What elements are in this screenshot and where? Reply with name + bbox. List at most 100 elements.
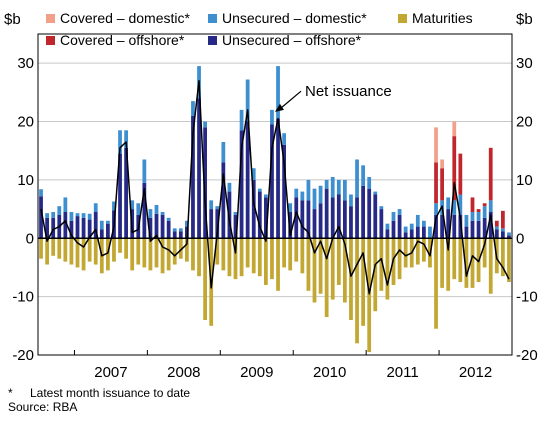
y-tick-label-left: 10 — [17, 172, 34, 189]
bar-uns-off — [264, 197, 268, 239]
bar-uns-off — [154, 213, 159, 239]
bar-uns-off — [501, 231, 505, 239]
bar-cov-off — [458, 153, 463, 195]
legend-label-uns-dom: Unsecured – domestic* — [222, 10, 367, 26]
bar-maturities — [270, 238, 274, 280]
footnote-star: * — [8, 386, 13, 400]
bar-maturities — [507, 238, 511, 283]
bar-uns-off — [99, 229, 104, 239]
bar-uns-off — [251, 179, 256, 239]
y-tick-label-right: 20 — [516, 114, 533, 131]
bar-maturities — [488, 238, 493, 294]
bar-uns-dom — [172, 228, 177, 232]
bar-uns-off — [215, 209, 220, 239]
bar-maturities — [203, 238, 207, 320]
bar-cov-dom — [434, 127, 438, 163]
bar-uns-off — [172, 231, 177, 239]
bar-cov-off — [452, 136, 457, 201]
bar-uns-dom — [343, 179, 347, 201]
bar-uns-off — [397, 214, 402, 239]
bar-uns-dom — [476, 212, 481, 221]
bar-uns-dom — [57, 206, 62, 215]
y-tick-label-left: 20 — [17, 114, 34, 131]
legend-label-mat: Maturities — [412, 10, 473, 26]
bar-uns-off — [227, 191, 232, 239]
bar-uns-dom — [112, 201, 116, 211]
bar-cov-dom — [452, 121, 457, 137]
bar-cov-off — [434, 162, 438, 204]
bar-uns-off — [312, 209, 317, 239]
bar-uns-off — [45, 217, 49, 239]
x-year-label: 2008 — [167, 364, 200, 381]
x-year-label: 2012 — [459, 364, 492, 381]
bar-uns-dom — [428, 226, 432, 239]
bar-uns-dom — [282, 133, 286, 145]
bar-uns-off — [361, 185, 365, 239]
bar-uns-off — [142, 182, 147, 239]
bar-uns-dom — [391, 212, 396, 221]
y-tick-label-right: -20 — [516, 347, 538, 364]
annotation-label: Net issuance — [305, 83, 392, 100]
bar-uns-dom — [306, 179, 311, 201]
bar-uns-off — [294, 197, 299, 239]
bar-uns-off — [63, 212, 68, 239]
bar-uns-dom — [470, 212, 475, 221]
bar-maturities — [306, 238, 311, 291]
bar-maturities — [330, 238, 335, 300]
bar-maturities — [63, 238, 68, 262]
bar-maturities — [215, 238, 220, 265]
bar-uns-dom — [148, 209, 153, 218]
bar-uns-off — [178, 231, 183, 239]
bar-maturities — [415, 238, 420, 265]
y-tick-label-left: -10 — [12, 289, 34, 306]
bar-uns-dom — [178, 228, 183, 232]
bar-uns-off — [306, 200, 311, 239]
bar-maturities — [312, 238, 317, 303]
bar-uns-off — [476, 220, 481, 239]
bar-uns-off — [343, 200, 347, 239]
bar-uns-dom — [294, 188, 299, 198]
bar-maturities — [227, 238, 232, 277]
bar-uns-off — [446, 209, 451, 239]
bar-cov-off — [470, 197, 475, 213]
bar-maturities — [440, 238, 444, 288]
bar-uns-dom — [257, 188, 262, 192]
bar-uns-dom — [136, 203, 141, 215]
bar-maturities — [403, 238, 408, 268]
bar-maturities — [452, 238, 457, 280]
bar-cov-off — [440, 168, 444, 201]
bar-uns-dom — [130, 200, 135, 210]
bar-uns-off — [233, 214, 238, 239]
bar-maturities — [118, 238, 122, 253]
bar-maturities — [57, 238, 62, 259]
bar-uns-dom — [379, 206, 384, 210]
bar-maturities — [355, 238, 359, 344]
bar-cov-off — [482, 203, 487, 207]
bar-maturities — [318, 238, 323, 294]
bar-uns-off — [464, 226, 469, 239]
bar-uns-off — [81, 217, 86, 239]
bar-uns-off — [422, 226, 426, 239]
bar-maturities — [69, 238, 74, 265]
bar-uns-off — [488, 212, 493, 239]
bar-uns-dom — [318, 185, 323, 204]
bar-maturities — [239, 238, 244, 277]
bar-maturities — [349, 238, 353, 320]
bar-uns-dom — [93, 203, 98, 213]
bar-uns-dom — [106, 220, 110, 224]
bar-uns-dom — [185, 220, 189, 227]
bar-uns-off — [239, 130, 244, 239]
bar-uns-off — [221, 162, 226, 239]
bar-uns-dom — [203, 121, 207, 128]
bar-maturities — [39, 238, 43, 259]
bar-maturities — [422, 238, 426, 262]
bar-uns-dom — [87, 213, 92, 220]
bar-uns-off — [87, 219, 92, 239]
bar-maturities — [446, 238, 451, 291]
bars — [39, 66, 511, 353]
bar-uns-dom — [330, 176, 335, 198]
bar-uns-dom — [221, 141, 226, 163]
bar-uns-off — [324, 188, 329, 239]
